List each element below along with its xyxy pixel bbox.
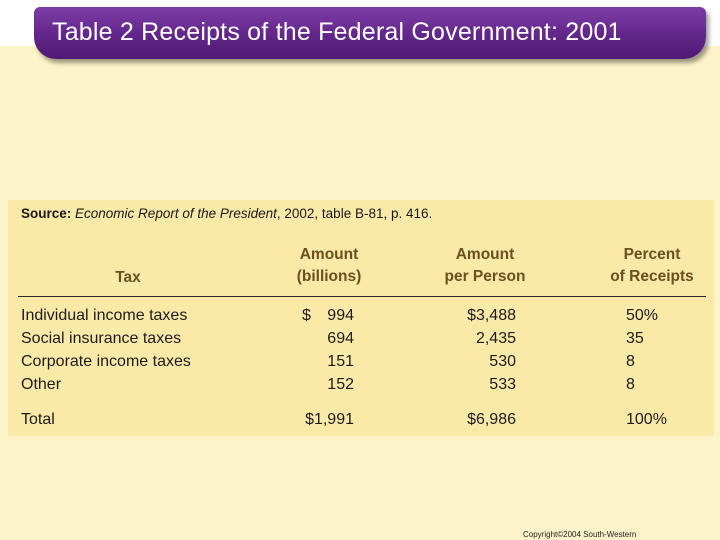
table-source: Source: Economic Report of the President… [21,206,432,221]
header-rule [18,296,706,297]
row-tax: Individual income taxes [21,307,188,324]
row-amount: 694 [327,330,354,347]
row-amount-prefix: $ [302,307,311,324]
header-per-person-line2: per Person [444,268,526,285]
row-percent: 8 [626,376,635,393]
row-percent: 35 [626,330,644,347]
header-percent-line2: of Receipts [610,268,694,285]
source-label: Source: [21,206,72,221]
slide-title: Table 2 Receipts of the Federal Governme… [52,18,622,46]
header-amount-line1: Amount [299,246,359,263]
row-percent-suffix: % [643,307,659,324]
row-tax: Other [21,376,62,393]
header-tax: Tax [115,269,141,286]
total-per-person: $6,986 [467,411,516,428]
row-tax: Corporate income taxes [21,353,191,370]
row-per-person: $3,488 [467,307,516,324]
source-detail: , 2002, table B-81, p. 416. [276,206,433,221]
total-amount: $1,991 [305,411,354,428]
header-amount-line2: (billions) [296,268,362,285]
row-percent: 8 [626,353,635,370]
receipts-table: Source: Economic Report of the President… [8,200,714,436]
title-bar: Table 2 Receipts of the Federal Governme… [34,7,706,59]
source-title: Economic Report of the President [75,206,277,221]
total-label: Total [21,411,55,428]
total-percent: 100% [626,411,667,428]
row-per-person: 530 [489,353,516,370]
header-per-person-line1: Amount [455,246,515,263]
row-per-person: 2,435 [475,330,516,347]
row-percent-value: 50 [626,307,644,324]
copyright-notice: Copyright©2004 South-Western [523,530,637,539]
header-percent-line1: Percent [623,246,681,263]
row-percent: 50% [626,304,686,327]
header-per-person: Amount per Person [435,244,535,288]
row-amount: 151 [327,353,354,370]
header-amount: Amount (billions) [284,244,374,288]
header-percent: Percent of Receipts [600,244,704,288]
row-tax: Social insurance taxes [21,330,182,347]
row-amount: 152 [327,376,354,393]
row-amount: 994 [327,307,354,324]
row-per-person: 533 [489,376,516,393]
